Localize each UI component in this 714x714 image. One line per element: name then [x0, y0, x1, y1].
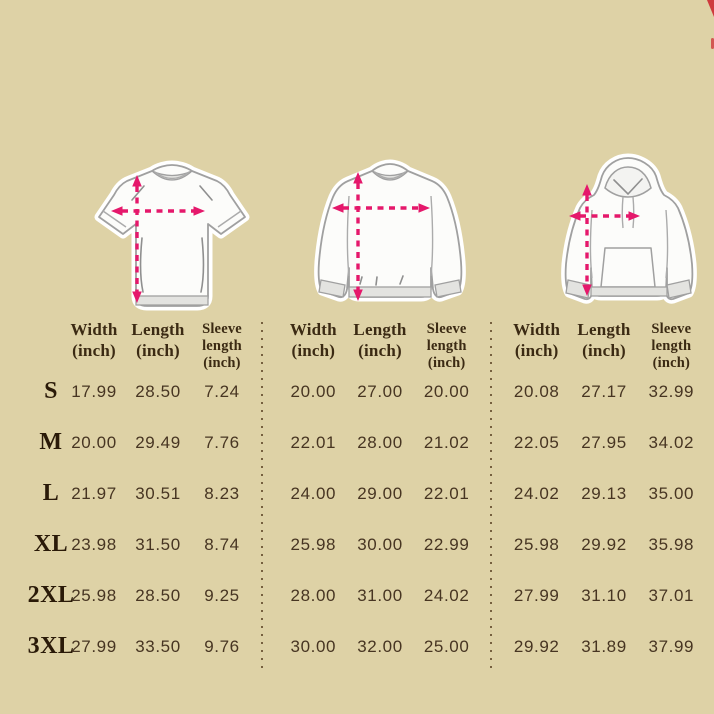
sweatshirt-3xl-width: 30.00 [290, 636, 337, 656]
tshirt-width-arrow [111, 206, 205, 216]
hoodie-width-arrow [569, 211, 640, 221]
sweatshirt-illustration [314, 159, 466, 302]
header-length: Length (inch) [353, 320, 407, 360]
size-labels-column: S M L XL 2XL 3XL [14, 366, 88, 672]
hoodie-3xl-length: 31.89 [581, 636, 627, 656]
sweatshirt-s-width: 20.00 [290, 381, 337, 401]
header-width: Width (inch) [70, 320, 118, 360]
t-shirt-2xl-length: 28.50 [135, 585, 181, 605]
header-sleeve-length: Sleeve length (inch) [426, 321, 467, 372]
t-shirt-l-length: 30.51 [135, 483, 181, 503]
sweatshirt-3xl-sleeve-length: 25.00 [423, 636, 470, 656]
t-shirt-s-sleeve-length: 7.24 [204, 381, 240, 401]
size-label-2xl: 2XL [27, 582, 75, 608]
size-label-s: S [44, 378, 58, 404]
hoodie-2xl-sleeve-length: 37.01 [648, 585, 695, 605]
hoodie-xl-sleeve-length: 35.98 [648, 534, 695, 554]
sweatshirt-2xl-sleeve-length: 24.02 [423, 585, 470, 605]
hoodie-m-sleeve-length: 34.02 [648, 432, 695, 452]
t-shirt-xl-length: 31.50 [135, 534, 181, 554]
t-shirt-s-length: 28.50 [135, 381, 181, 401]
sweatshirt-l-width: 24.00 [290, 483, 337, 503]
sweatshirt-table-header: Width (inch) Length (inch) Sleeve length… [280, 317, 480, 379]
sweatshirt-xl-sleeve-length: 22.99 [423, 534, 470, 554]
t-shirt-s-width: 17.99 [71, 381, 117, 401]
header-length: Length (inch) [577, 320, 631, 360]
sweatshirt-length-arrow [353, 172, 363, 301]
hoodie-s-width: 20.08 [513, 381, 560, 401]
t-shirt-m-width: 20.00 [71, 432, 117, 452]
sweatshirt-xl-length: 30.00 [357, 534, 403, 554]
tshirt-illustration [94, 160, 250, 311]
sweatshirt-xl-width: 25.98 [290, 534, 337, 554]
tshirt-table-rows: 17.99 28.50 7.24 20.00 29.49 7.76 21.97 30.51 8.… [62, 366, 254, 672]
hoodie-s-length: 27.17 [581, 381, 627, 401]
sweatshirt-m-length: 28.00 [357, 432, 403, 452]
hoodie-l-width: 24.02 [513, 483, 560, 503]
t-shirt-3xl-length: 33.50 [135, 636, 181, 656]
header-length: Length (inch) [131, 320, 185, 360]
sweatshirt-l-length: 29.00 [357, 483, 403, 503]
hoodie-length-arrow [582, 184, 592, 296]
tshirt-length-arrow [132, 175, 142, 303]
hoodie-m-width: 22.05 [513, 432, 560, 452]
hoodie-illustration [561, 153, 697, 304]
size-label-xl: XL [33, 531, 69, 557]
hoodie-xl-width: 25.98 [513, 534, 560, 554]
tshirt-table-header: Width (inch) Length (inch) Sleeve length… [62, 317, 254, 379]
hoodie-3xl-sleeve-length: 37.99 [648, 636, 695, 656]
t-shirt-3xl-sleeve-length: 9.76 [204, 636, 240, 656]
t-shirt-l-width: 21.97 [71, 483, 117, 503]
hoodie-table-header: Width (inch) Length (inch) Sleeve length… [503, 317, 705, 379]
t-shirt-2xl-sleeve-length: 9.25 [204, 585, 240, 605]
hoodie-2xl-width: 27.99 [513, 585, 560, 605]
sweatshirt-m-sleeve-length: 21.02 [423, 432, 470, 452]
sweatshirt-s-length: 27.00 [357, 381, 403, 401]
t-shirt-xl-sleeve-length: 8.74 [204, 534, 240, 554]
size-label-l: L [42, 480, 60, 506]
size-label-3xl: 3XL [27, 633, 75, 659]
sweatshirt-l-sleeve-length: 22.01 [423, 483, 470, 503]
sweatshirt-2xl-length: 31.00 [357, 585, 403, 605]
t-shirt-m-sleeve-length: 7.76 [204, 432, 240, 452]
sweatshirt-s-sleeve-length: 20.00 [423, 381, 470, 401]
hoodie-table-rows: 20.08 27.17 32.99 22.05 27.95 34.02 24.02 29.13… [503, 366, 705, 672]
hoodie-l-sleeve-length: 35.00 [648, 483, 695, 503]
hoodie-m-length: 27.95 [581, 432, 627, 452]
sweatshirt-3xl-length: 32.00 [357, 636, 403, 656]
t-shirt-xl-width: 23.98 [71, 534, 117, 554]
sweatshirt-m-width: 22.01 [290, 432, 337, 452]
hoodie-2xl-length: 31.10 [581, 585, 627, 605]
corner-decor-red-dot [711, 38, 714, 49]
sweatshirt-2xl-width: 28.00 [290, 585, 337, 605]
header-width: Width (inch) [289, 320, 337, 360]
divider-left [261, 322, 263, 668]
size-label-m: M [39, 429, 63, 455]
header-sleeve-length: Sleeve length (inch) [202, 321, 242, 372]
corner-decor-red [707, 0, 714, 17]
sweatshirt-table-rows: 20.00 27.00 20.00 22.01 28.00 21.02 24.00 29.00… [280, 366, 480, 672]
divider-right [490, 322, 492, 668]
t-shirt-m-length: 29.49 [135, 432, 181, 452]
hoodie-l-length: 29.13 [581, 483, 627, 503]
t-shirt-2xl-width: 25.98 [71, 585, 117, 605]
hoodie-xl-length: 29.92 [581, 534, 627, 554]
hoodie-3xl-width: 29.92 [513, 636, 560, 656]
sweatshirt-width-arrow [332, 203, 430, 213]
header-width: Width (inch) [513, 320, 561, 360]
t-shirt-3xl-width: 27.99 [71, 636, 117, 656]
hoodie-s-sleeve-length: 32.99 [648, 381, 695, 401]
header-sleeve-length: Sleeve length (inch) [651, 321, 692, 372]
t-shirt-l-sleeve-length: 8.23 [204, 483, 240, 503]
